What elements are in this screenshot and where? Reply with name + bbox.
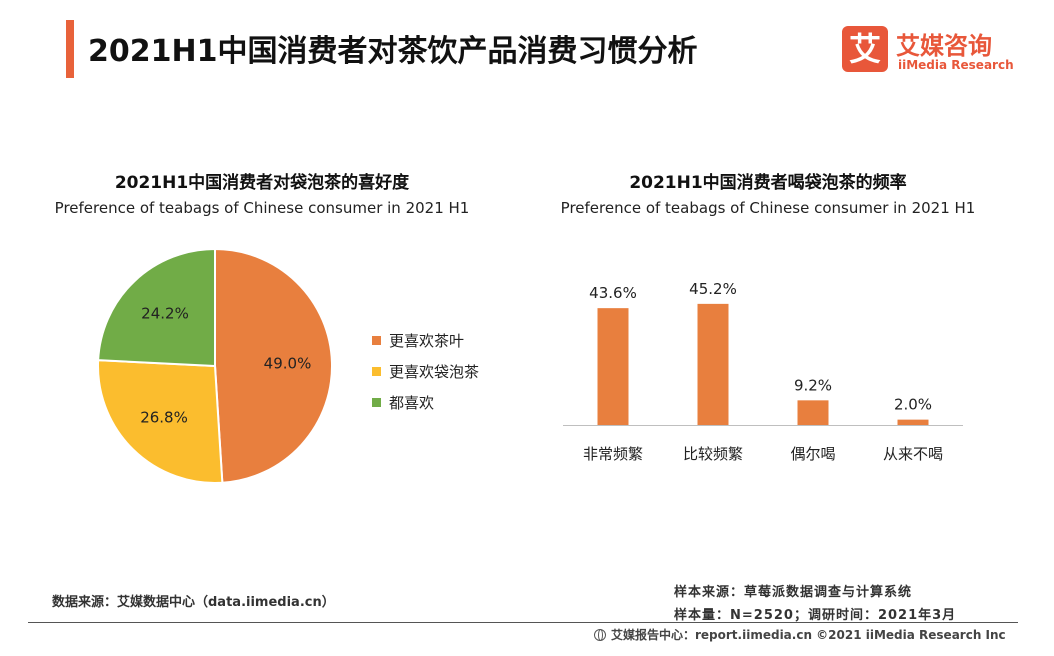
page-title: 2021H1中国消费者对茶饮产品消费习惯分析 [88, 34, 698, 69]
title-accent-bar [66, 20, 74, 78]
bar-value-label: 9.2% [794, 376, 832, 394]
bar [797, 400, 829, 425]
bar-value-label: 45.2% [689, 280, 737, 298]
sample-size-note: 样本量：N=2520；调研时间：2021年3月 [674, 608, 957, 623]
footer-divider [28, 622, 1018, 623]
legend-swatch-yellow [372, 367, 381, 376]
legend-swatch-orange [372, 336, 381, 345]
bar [597, 308, 629, 425]
legend-label: 更喜欢袋泡茶 [389, 363, 480, 381]
data-source-note: 数据来源：艾媒数据中心（data.iimedia.cn） [52, 595, 335, 610]
pie-slice-label: 26.8% [140, 409, 188, 427]
pie-slice [214, 247, 333, 484]
legend-swatch-green [372, 398, 381, 407]
pie-legend: 更喜欢茶叶 更喜欢袋泡茶 都喜欢 [372, 325, 479, 418]
bar-value-label: 43.6% [589, 284, 637, 302]
legend-item-tea: 更喜欢茶叶 [372, 325, 479, 356]
pie-slice-label: 49.0% [264, 355, 312, 373]
bar-value-label: 2.0% [894, 396, 932, 414]
bar-category-label: 比较频繁 [683, 445, 743, 463]
logo-text-cn: 艾媒咨询 [896, 32, 992, 60]
legend-label: 更喜欢茶叶 [389, 332, 465, 350]
bar-category-label: 非常频繁 [583, 445, 643, 463]
brand-logo: 艾 艾媒咨询 iiMedia Research [842, 26, 1014, 76]
pie-slice [97, 359, 224, 484]
pie-chart-subtitle: Preference of teabags of Chinese consume… [54, 199, 470, 217]
footer-copyright-text: 艾媒报告中心：report.iimedia.cn ©2021 iiMedia R… [611, 628, 1006, 642]
globe-icon [594, 628, 606, 641]
sample-source-note: 样本来源：草莓派数据调查与计算系统 [674, 585, 913, 600]
pie-chart-title: 2021H1中国消费者对袋泡茶的喜好度 [114, 173, 410, 193]
pie-slice-label: 24.2% [141, 304, 189, 322]
pie-slice [97, 247, 216, 368]
bar-chart-subtitle: Preference of teabags of Chinese consume… [560, 199, 976, 217]
footer-copyright: 艾媒报告中心：report.iimedia.cn ©2021 iiMedia R… [594, 626, 1006, 643]
bar-category-label: 偶尔喝 [790, 445, 835, 463]
logo-text-en: iiMedia Research [898, 58, 1014, 72]
bar-category-label: 从来不喝 [883, 445, 943, 463]
bar-chart-title: 2021H1中国消费者喝袋泡茶的频率 [629, 173, 907, 193]
bar [697, 303, 729, 425]
legend-label: 都喜欢 [389, 394, 435, 412]
bar [897, 419, 929, 425]
legend-item-teabag: 更喜欢袋泡茶 [372, 356, 479, 387]
logo-mark: 艾 [842, 26, 888, 72]
legend-item-both: 都喜欢 [372, 387, 479, 418]
